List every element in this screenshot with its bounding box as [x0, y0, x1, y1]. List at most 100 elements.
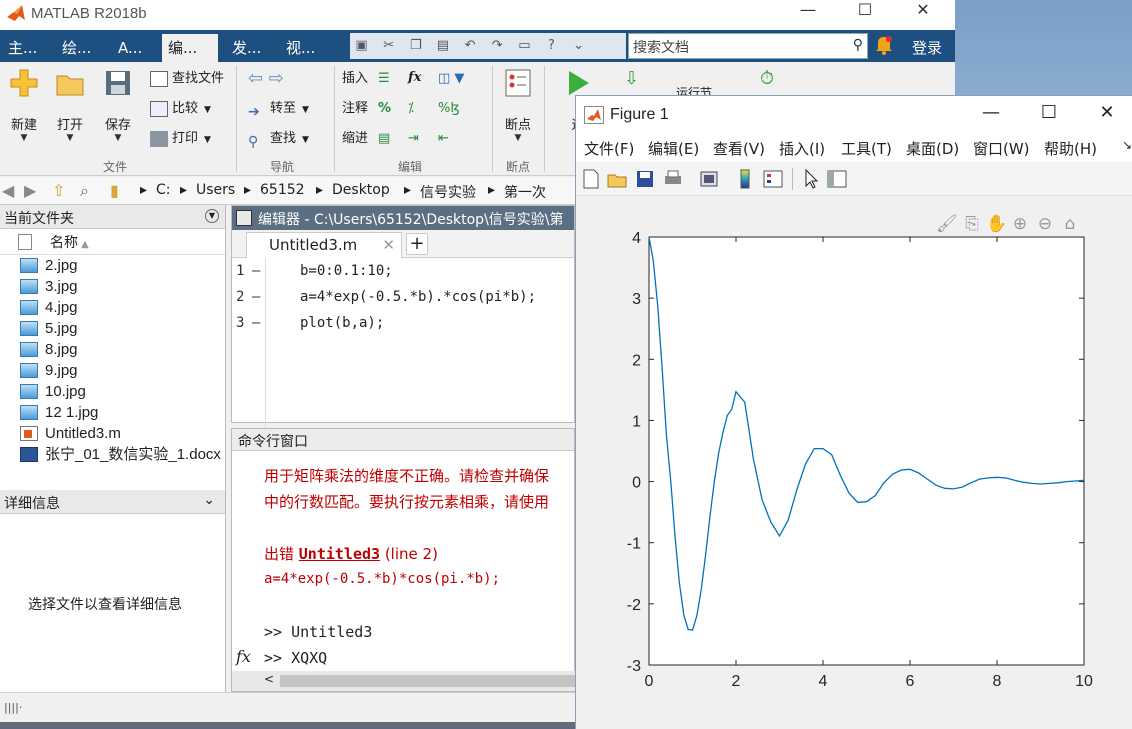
tab-home[interactable]: 主...: [8, 39, 38, 57]
new-button[interactable]: 新建 ▼: [2, 68, 46, 143]
zoom-out-icon[interactable]: ⊖: [1037, 214, 1053, 234]
notification-bell-icon[interactable]: [874, 33, 894, 57]
figure-maximize-button[interactable]: ☐: [1040, 102, 1058, 123]
menu-insert[interactable]: 插入(I): [779, 140, 826, 158]
file-list-item[interactable]: 2.jpg: [0, 255, 225, 276]
back-forward-icons[interactable]: ⇦ ⇨: [248, 68, 284, 89]
run-advance-icon[interactable]: ⇩: [624, 68, 640, 89]
run-time-icon[interactable]: ⏱: [760, 68, 775, 89]
switch-windows-icon[interactable]: ▭: [518, 38, 531, 53]
code-area[interactable]: 1 — b=0:0.1:10; 2 — a=4*exp(-0.5.*b).*co…: [232, 258, 574, 428]
colorbar-icon[interactable]: [734, 168, 756, 190]
breadcrumb-c[interactable]: C:: [156, 182, 171, 198]
open-button[interactable]: 打开 ▼: [48, 68, 92, 143]
up-folder-icon[interactable]: ⇧: [52, 181, 66, 200]
menu-view[interactable]: 查看(V): [713, 140, 765, 158]
property-inspector-icon[interactable]: [826, 168, 848, 190]
editor-tab-untitled3[interactable]: Untitled3.m ✕: [246, 232, 402, 258]
chevron-down-icon[interactable]: ⌄: [573, 38, 585, 53]
goto-button[interactable]: ➔ 转至 ▼: [248, 98, 309, 120]
file-list-item[interactable]: 4.jpg: [0, 297, 225, 318]
function-browser-icon[interactable]: fx: [236, 647, 251, 666]
insert-figure-icon[interactable]: ◫ ▼: [438, 71, 465, 86]
name-column-header[interactable]: 名称 ▲: [0, 229, 225, 255]
scrollbar-thumb[interactable]: [280, 675, 580, 687]
tab-publish[interactable]: 发...: [232, 39, 262, 57]
menu-tools[interactable]: 工具(T): [841, 140, 892, 158]
browse-folder-icon[interactable]: ⌕: [80, 181, 89, 200]
smart-indent-icon[interactable]: ▤: [378, 131, 391, 146]
print-figure-icon[interactable]: [662, 168, 684, 190]
menu-help[interactable]: 帮助(H): [1044, 140, 1097, 158]
insert-function-button[interactable]: fx: [408, 70, 422, 85]
new-figure-icon[interactable]: [580, 168, 602, 190]
save-button[interactable]: 保存 ▼: [96, 68, 140, 143]
pointer-icon[interactable]: [800, 168, 822, 190]
paste-icon[interactable]: ▤: [436, 38, 450, 53]
menu-overflow-icon[interactable]: ↘: [1122, 138, 1132, 152]
tab-plots[interactable]: 绘...: [62, 39, 92, 57]
data-tips-icon[interactable]: ⎘: [965, 214, 979, 234]
zoom-in-icon[interactable]: ⊕: [1012, 214, 1028, 234]
print-button[interactable]: 打印 ▼: [150, 128, 211, 150]
tab-apps[interactable]: A...: [118, 39, 143, 57]
wrap-comment-icon[interactable]: %ɮ: [438, 101, 460, 116]
code-line[interactable]: 2 — a=4*exp(-0.5.*b).*cos(pi*b);: [232, 284, 574, 310]
close-button[interactable]: ✕: [916, 0, 930, 19]
file-list-item[interactable]: 张宁_01_数信实验_1.docx: [0, 444, 225, 465]
chevron-down-icon[interactable]: ⌄: [203, 492, 215, 508]
pan-hand-icon[interactable]: ✋: [986, 214, 1008, 234]
indent-button[interactable]: 缩进: [342, 128, 368, 150]
plot-line-series[interactable]: [648, 236, 1085, 631]
minimize-button[interactable]: —: [800, 0, 816, 19]
help-icon[interactable]: ?: [548, 38, 555, 53]
breadcrumb-first[interactable]: 第一次: [504, 185, 546, 201]
file-list-item[interactable]: 5.jpg: [0, 318, 225, 339]
restore-view-icon[interactable]: ⌂: [1064, 214, 1076, 234]
brush-icon[interactable]: 🖌: [936, 214, 958, 234]
close-tab-icon[interactable]: ✕: [382, 236, 395, 254]
details-header[interactable]: 详细信息 ⌄: [0, 490, 225, 514]
file-list-item[interactable]: Untitled3.m: [0, 423, 225, 444]
login-link[interactable]: 登录: [912, 39, 943, 57]
command-input-line[interactable]: >> XQXQ: [264, 649, 328, 667]
new-tab-button[interactable]: +: [406, 233, 428, 255]
breadcrumb-signal-lab[interactable]: 信号实验: [420, 185, 476, 201]
code-line[interactable]: 1 — b=0:0.1:10;: [232, 258, 574, 284]
legend-icon[interactable]: [762, 168, 784, 190]
maximize-button[interactable]: ☐: [857, 0, 873, 19]
save-figure-icon[interactable]: [634, 168, 656, 190]
panel-menu-icon[interactable]: ▼: [205, 209, 219, 223]
breadcrumb-65152[interactable]: 65152: [260, 182, 305, 198]
forward-icon[interactable]: ▶: [24, 181, 37, 200]
copy-icon[interactable]: ❐: [409, 38, 422, 53]
menu-window[interactable]: 窗口(W): [973, 140, 1030, 158]
file-list-item[interactable]: 12 1.jpg: [0, 402, 225, 423]
comment-percent-icon[interactable]: %: [378, 101, 392, 116]
decrease-indent-icon[interactable]: ⇤: [438, 131, 449, 146]
file-list-item[interactable]: 10.jpg: [0, 381, 225, 402]
breadcrumb-desktop[interactable]: Desktop: [332, 182, 390, 198]
find-button[interactable]: ⚲ 查找 ▼: [248, 128, 309, 150]
figure-close-button[interactable]: ✕: [1099, 102, 1115, 123]
tab-view[interactable]: 视...: [286, 39, 316, 57]
tab-editor[interactable]: 编...: [162, 34, 218, 62]
menu-edit[interactable]: 编辑(E): [648, 140, 700, 158]
file-list-item[interactable]: 3.jpg: [0, 276, 225, 297]
compare-button[interactable]: 比较 ▼: [150, 98, 211, 120]
save-icon[interactable]: ▣: [355, 38, 368, 53]
insert-section-icon[interactable]: ☰: [378, 71, 390, 86]
breadcrumb-users[interactable]: Users: [196, 182, 236, 198]
increase-indent-icon[interactable]: ⇥: [408, 131, 419, 146]
insert-button[interactable]: 插入: [342, 68, 368, 90]
open-file-icon[interactable]: [606, 168, 628, 190]
uncomment-icon[interactable]: ⁒: [408, 101, 414, 116]
link-plot-icon[interactable]: [698, 168, 720, 190]
menu-file[interactable]: 文件(F): [584, 140, 635, 158]
search-docs-input[interactable]: 搜索文档 ⚲: [628, 33, 868, 59]
search-icon[interactable]: ⚲: [852, 37, 863, 53]
menu-desktop[interactable]: 桌面(D): [906, 140, 960, 158]
command-window[interactable]: 命令行窗口 用于矩阵乘法的维度不正确。请检查并确保 中的行数匹配。要执行按元素相…: [231, 428, 580, 692]
file-list-item[interactable]: 8.jpg: [0, 339, 225, 360]
